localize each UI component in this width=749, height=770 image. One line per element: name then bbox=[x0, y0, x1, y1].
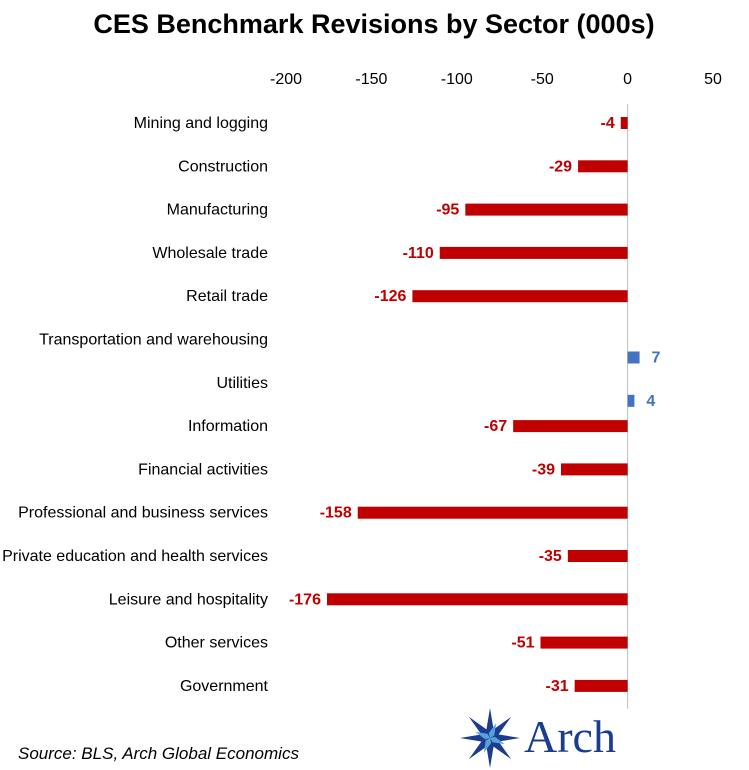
data-label: -35 bbox=[539, 548, 562, 565]
bar bbox=[326, 593, 628, 606]
data-label: 7 bbox=[652, 350, 661, 367]
bar bbox=[567, 550, 628, 562]
x-tick-label: 50 bbox=[704, 71, 722, 88]
data-label: 4 bbox=[646, 393, 655, 410]
bar bbox=[578, 160, 628, 173]
data-label: -4 bbox=[601, 115, 615, 132]
category-labels: Mining and logging Construction Manufactur… bbox=[2, 115, 268, 695]
bar bbox=[627, 394, 635, 407]
arch-star-icon bbox=[460, 708, 520, 768]
x-tick-label: -100 bbox=[441, 71, 473, 88]
data-label: -67 bbox=[484, 418, 507, 435]
x-tick-label: -150 bbox=[355, 71, 387, 88]
data-labels: -4 -29 -95 -110 -126 7 4 -67 -39 -158 -35 -176 -51 -3… bbox=[289, 115, 661, 695]
data-label: -110 bbox=[403, 245, 434, 262]
data-label: -51 bbox=[511, 635, 534, 652]
category-label: Other services bbox=[165, 635, 268, 652]
bars bbox=[326, 117, 640, 692]
category-label: Information bbox=[188, 418, 268, 435]
data-label: -126 bbox=[374, 288, 406, 305]
data-label: -158 bbox=[320, 505, 352, 522]
data-label: -95 bbox=[436, 202, 459, 219]
category-label: Leisure and hospitality bbox=[109, 591, 268, 608]
x-tick-label: -200 bbox=[270, 71, 302, 88]
bar bbox=[412, 290, 628, 303]
category-label: Mining and logging bbox=[134, 115, 268, 132]
bar bbox=[357, 506, 628, 519]
data-label: -29 bbox=[549, 158, 572, 175]
x-tick-label: -50 bbox=[531, 71, 554, 88]
data-label: -39 bbox=[532, 461, 555, 478]
chart-title: CES Benchmark Revisions by Sector (000s) bbox=[93, 9, 654, 39]
data-label: -176 bbox=[289, 591, 321, 608]
bar bbox=[513, 420, 628, 433]
category-label: Utilities bbox=[216, 375, 268, 392]
bar bbox=[574, 679, 628, 692]
x-tick-label: 0 bbox=[623, 71, 632, 88]
bar bbox=[620, 117, 628, 129]
category-label: Financial activities bbox=[138, 461, 268, 478]
category-label: Transportation and warehousing bbox=[39, 332, 268, 349]
category-label: Professional and business services bbox=[18, 505, 268, 522]
bar bbox=[439, 246, 628, 259]
data-label: -31 bbox=[546, 678, 569, 695]
source-note: Source: BLS, Arch Global Economics bbox=[18, 744, 299, 763]
category-label: Construction bbox=[178, 158, 268, 175]
arch-logo-text: Arch bbox=[524, 711, 616, 762]
category-label: Retail trade bbox=[186, 288, 268, 305]
x-axis-ticks: -200 -150 -100 -50 0 50 bbox=[270, 71, 722, 88]
arch-logo: Arch bbox=[460, 708, 616, 768]
category-label: Government bbox=[180, 678, 269, 695]
bar bbox=[627, 351, 640, 364]
bar bbox=[540, 636, 628, 649]
category-label: Wholesale trade bbox=[152, 245, 268, 262]
category-label: Private education and health services bbox=[2, 548, 268, 565]
bar bbox=[560, 463, 628, 476]
category-label: Manufacturing bbox=[167, 202, 268, 219]
bar bbox=[465, 203, 628, 216]
